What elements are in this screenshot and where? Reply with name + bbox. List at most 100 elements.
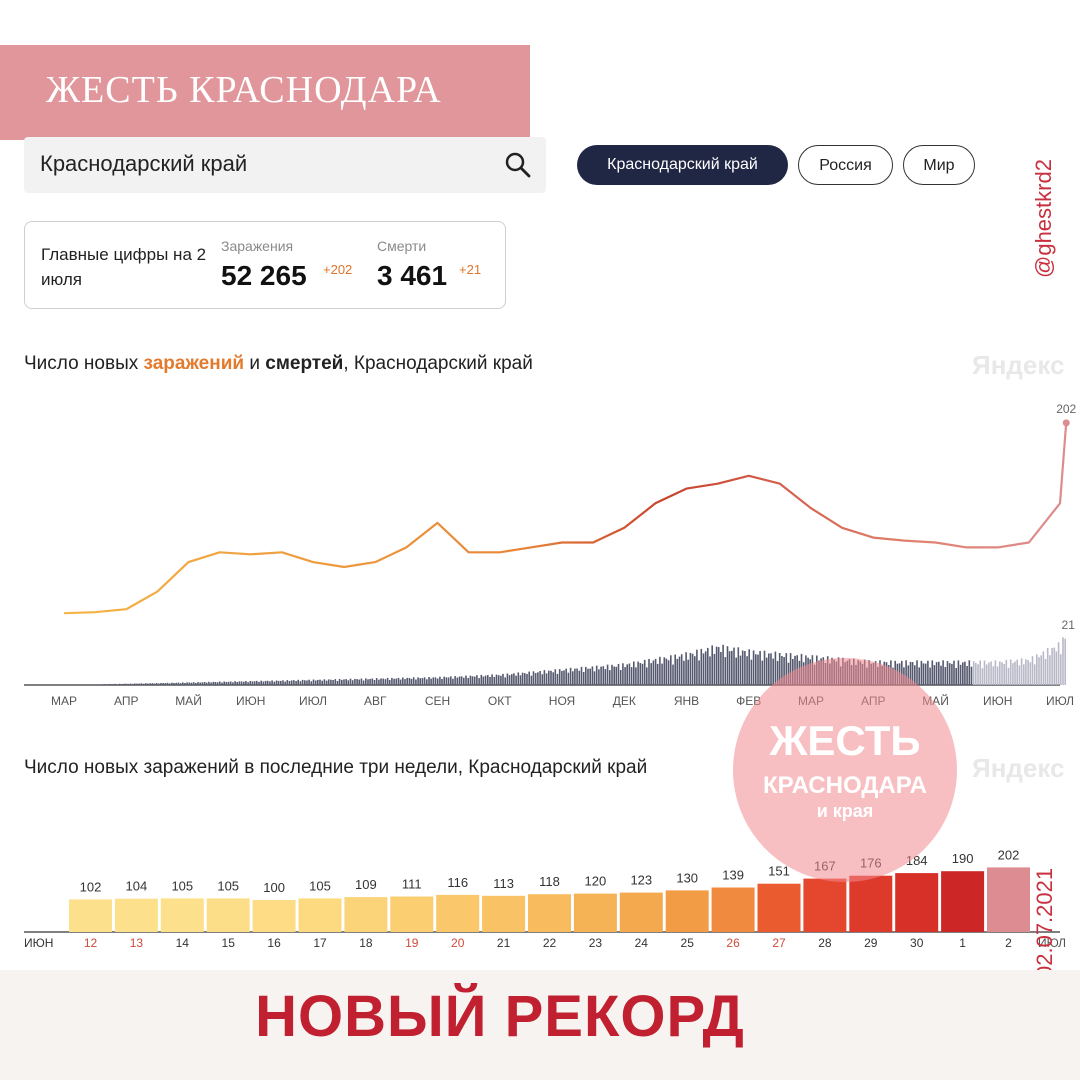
- death-bar: [999, 661, 1001, 685]
- death-bar: [138, 683, 140, 685]
- death-bar: [726, 646, 729, 685]
- death-bar: [421, 678, 424, 685]
- death-bar: [354, 678, 356, 685]
- yandex-watermark: Яндекс: [972, 350, 1065, 380]
- day-tick-label: 14: [176, 936, 190, 950]
- death-bar: [336, 681, 339, 685]
- death-bar: [245, 681, 247, 685]
- month-tick-label: ИЮН: [983, 694, 1012, 708]
- death-bar: [1033, 664, 1036, 685]
- side-handle: @ghestkrd2: [1031, 159, 1056, 278]
- bar-value-label: 102: [80, 879, 102, 894]
- death-bar: [134, 683, 136, 685]
- death-bar: [506, 673, 509, 685]
- day-bar: [711, 887, 755, 932]
- death-bar: [635, 667, 637, 685]
- death-bar: [467, 678, 469, 685]
- death-bar: [147, 683, 149, 685]
- death-bar: [1036, 654, 1038, 685]
- tab-world[interactable]: Мир: [903, 145, 975, 185]
- death-bar: [1007, 667, 1010, 685]
- death-bar: [168, 683, 171, 685]
- death-bar: [293, 680, 295, 685]
- death-bar: [783, 657, 785, 685]
- day-bar: [390, 896, 434, 932]
- death-bar: [970, 666, 973, 685]
- death-bar: [641, 663, 644, 685]
- bar-value-label: 139: [722, 868, 744, 883]
- death-bar: [203, 682, 206, 685]
- death-bar: [602, 666, 605, 685]
- death-bar: [604, 669, 607, 685]
- death-bar: [975, 662, 977, 685]
- death-bar: [243, 681, 245, 685]
- death-bar: [493, 677, 496, 685]
- death-bar: [458, 676, 461, 685]
- death-bar: [924, 663, 927, 685]
- death-bar: [707, 647, 709, 685]
- day-bar: [895, 873, 939, 932]
- death-bar: [116, 684, 119, 685]
- death-bar: [491, 674, 493, 685]
- search-icon[interactable]: [504, 151, 532, 179]
- death-bar: [415, 679, 417, 685]
- death-bar: [517, 672, 520, 685]
- death-bar: [650, 663, 652, 685]
- day-tick-label: 20: [451, 936, 465, 950]
- death-bar: [772, 658, 774, 685]
- death-bar: [744, 651, 746, 685]
- search-field[interactable]: Краснодарский край: [24, 137, 546, 193]
- death-bar: [162, 683, 164, 685]
- death-bar: [371, 678, 374, 685]
- death-bar: [264, 680, 267, 685]
- death-bar: [731, 650, 733, 685]
- death-bar: [356, 679, 358, 685]
- bar-value-label: 109: [355, 877, 377, 892]
- death-bar: [676, 658, 679, 685]
- death-bar: [502, 673, 504, 685]
- death-bar: [351, 680, 354, 685]
- death-bar: [417, 677, 419, 685]
- death-bar: [179, 683, 182, 685]
- death-bar: [530, 675, 533, 685]
- day-tick-label: 25: [681, 936, 695, 950]
- day-bar: [665, 890, 709, 932]
- search-input[interactable]: Краснодарский край: [40, 151, 248, 176]
- death-bar: [959, 664, 962, 685]
- death-bar: [114, 683, 116, 685]
- death-bar: [556, 673, 559, 685]
- death-bar: [195, 683, 197, 685]
- tab-krasnodar[interactable]: Краснодарский край: [577, 145, 788, 185]
- death-bar: [534, 673, 537, 685]
- death-bar: [473, 676, 476, 685]
- death-bar: [1042, 651, 1045, 685]
- death-bar: [663, 657, 666, 685]
- death-bar: [487, 675, 489, 685]
- death-bar: [452, 678, 454, 685]
- bar-value-label: 123: [630, 873, 652, 888]
- death-bar: [127, 683, 130, 685]
- tab-russia[interactable]: Россия: [798, 145, 893, 185]
- death-bar: [711, 645, 713, 685]
- death-bar: [312, 679, 315, 685]
- death-bar: [561, 670, 563, 685]
- death-bar: [375, 678, 378, 685]
- deaths-delta: +21: [459, 262, 482, 277]
- death-bar: [290, 680, 293, 685]
- death-bar: [761, 660, 764, 685]
- death-bar: [301, 679, 304, 685]
- death-bar: [1046, 648, 1049, 685]
- death-bar: [121, 684, 123, 685]
- day-bar: [160, 898, 204, 932]
- death-bar: [661, 663, 663, 685]
- death-bar: [1005, 659, 1008, 685]
- death-bar: [476, 675, 478, 685]
- death-bar: [994, 660, 997, 685]
- death-bar: [428, 677, 430, 685]
- death-bar: [918, 667, 920, 685]
- day-bar: [69, 899, 112, 932]
- death-bar: [321, 680, 323, 685]
- death-bar: [419, 678, 421, 685]
- day-bar: [849, 875, 893, 932]
- death-bar: [685, 652, 687, 685]
